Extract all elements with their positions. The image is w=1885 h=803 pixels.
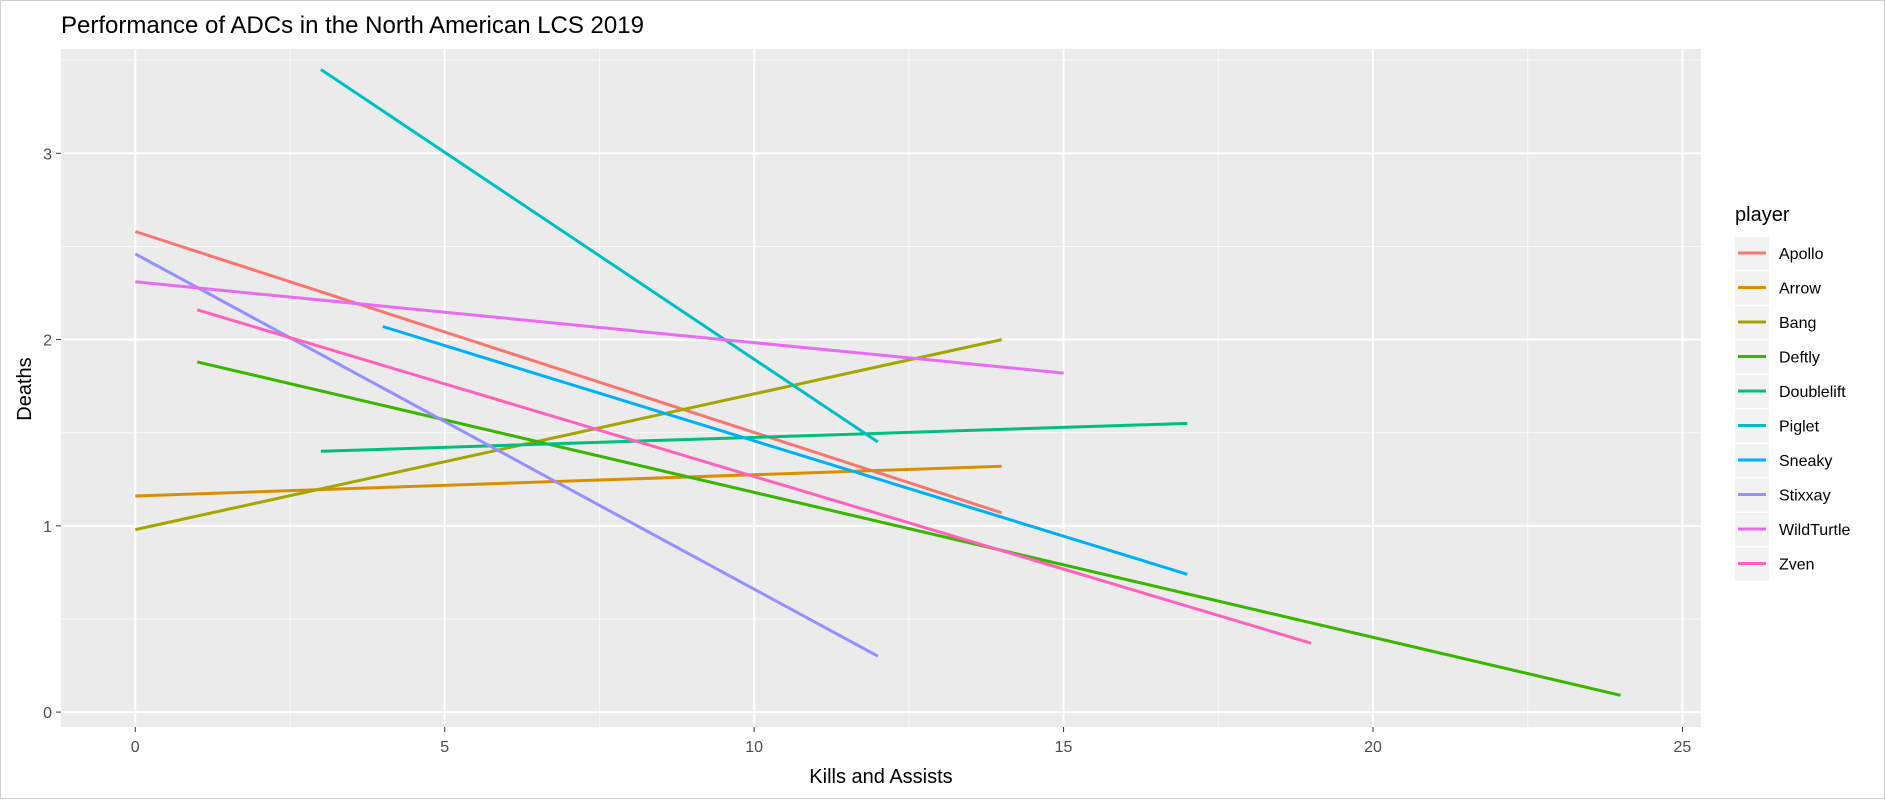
y-axis-title: Deaths <box>14 357 36 420</box>
x-axis-title: Kills and Assists <box>809 766 952 788</box>
legend-label-stixxay: Stixxay <box>1779 488 1831 505</box>
plot-panel <box>61 49 1701 727</box>
x-tick-label: 0 <box>131 739 140 756</box>
series-lines <box>134 68 1621 697</box>
y-tick-label: 2 <box>43 333 52 350</box>
legend: player Apollo Arrow Bang Deftly Doublelift Pi… <box>1735 204 1851 581</box>
series-line-apollo <box>134 230 1003 515</box>
x-tick-label: 25 <box>1674 739 1692 756</box>
y-tick-label: 3 <box>43 146 52 163</box>
x-tick-label: 20 <box>1364 739 1382 756</box>
series-line-piglet <box>320 68 879 444</box>
y-axis-ticks: 0 1 2 3 <box>43 146 61 722</box>
major-gridlines <box>61 49 1701 727</box>
legend-label-bang: Bang <box>1779 315 1816 332</box>
chart-title: Performance of ADCs in the North America… <box>61 12 644 39</box>
legend-label-piglet: Piglet <box>1779 419 1820 436</box>
series-line-sneaky <box>382 325 1188 576</box>
legend-title: player <box>1735 204 1790 226</box>
legend-label-deftly: Deftly <box>1779 350 1820 367</box>
legend-label-doublelift: Doublelift <box>1779 384 1846 401</box>
legend-label-apollo: Apollo <box>1779 246 1824 263</box>
x-tick-label: 5 <box>440 739 449 756</box>
series-line-doublelift <box>320 421 1188 453</box>
series-line-stixxay <box>134 252 879 658</box>
legend-label-arrow: Arrow <box>1779 281 1821 298</box>
x-tick-label: 15 <box>1055 739 1073 756</box>
x-tick-label: 10 <box>745 739 763 756</box>
legend-label-zven: Zven <box>1779 557 1815 574</box>
legend-label-wildturtle: WildTurtle <box>1779 522 1851 539</box>
y-tick-label: 0 <box>43 705 52 722</box>
series-line-wildturtle <box>135 280 1064 375</box>
y-tick-label: 1 <box>43 519 52 536</box>
series-line-bang <box>134 338 1003 532</box>
x-axis-ticks: 0 5 10 15 20 25 <box>131 727 1692 756</box>
series-line-zven <box>196 308 1312 645</box>
legend-label-sneaky: Sneaky <box>1779 453 1832 470</box>
legend-items: Apollo Arrow Bang Deftly Doublelift Piglet Sne… <box>1735 237 1851 581</box>
minor-gridlines <box>61 49 1701 727</box>
